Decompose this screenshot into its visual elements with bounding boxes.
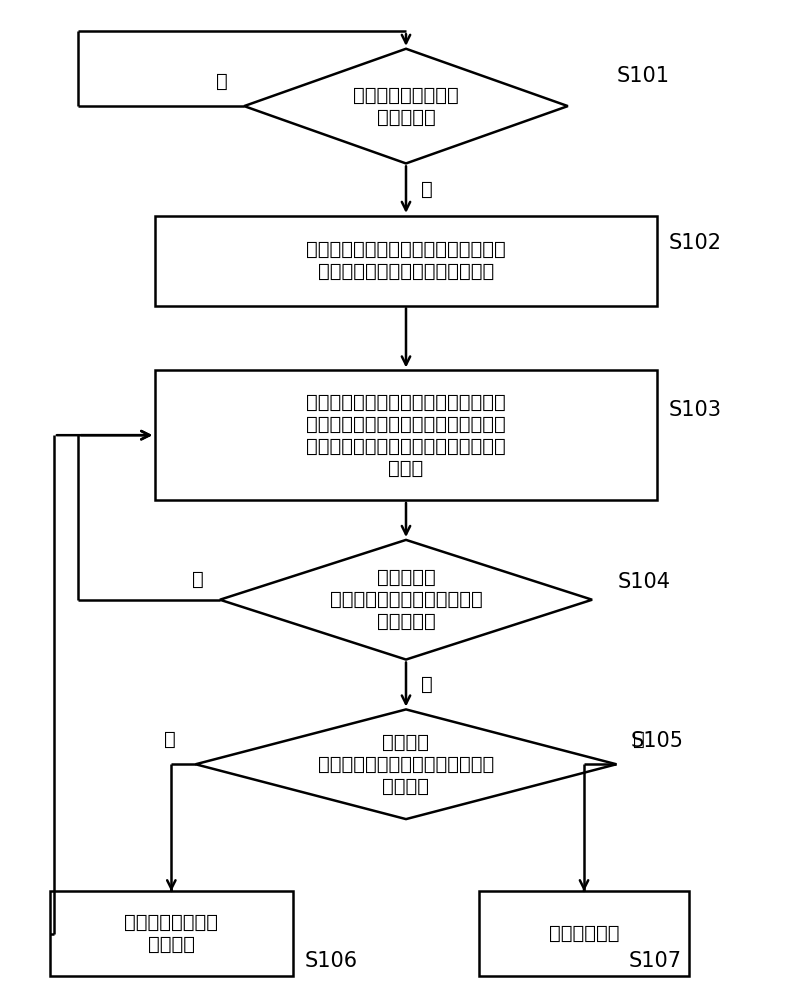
Text: S101: S101 — [616, 66, 668, 86]
Text: S107: S107 — [628, 951, 680, 971]
Polygon shape — [195, 709, 616, 819]
Text: S103: S103 — [668, 400, 721, 420]
Text: 否: 否 — [216, 72, 228, 91]
Text: 否: 否 — [191, 570, 204, 589]
Text: 检测用户在三维图形的当前显示面上的
滑动操作，按照滑动操作执行顺序识别
出用户滑动经过的对应于当前显示面的
解锁点: 检测用户在三维图形的当前显示面上的 滑动操作，按照滑动操作执行顺序识别 出用户滑… — [306, 393, 505, 478]
FancyBboxPatch shape — [50, 891, 292, 976]
FancyBboxPatch shape — [155, 216, 656, 306]
Text: 解锁移动终端: 解锁移动终端 — [548, 924, 619, 943]
Text: 否: 否 — [164, 730, 175, 749]
Polygon shape — [244, 49, 567, 163]
FancyBboxPatch shape — [478, 891, 689, 976]
Text: 按照预定规则旋转
三维图形: 按照预定规则旋转 三维图形 — [124, 913, 218, 954]
Text: 是: 是 — [632, 730, 644, 749]
Text: S105: S105 — [630, 731, 683, 751]
Text: 在移动终端的屏幕上显示解锁界面，其
中解锁界面包括可旋转的三维图形: 在移动终端的屏幕上显示解锁界面，其 中解锁界面包括可旋转的三维图形 — [306, 240, 505, 281]
Polygon shape — [220, 540, 591, 660]
Text: S102: S102 — [668, 233, 721, 253]
Text: 检测移动终端的背光
是否被点亮: 检测移动终端的背光 是否被点亮 — [353, 86, 458, 127]
Text: S106: S106 — [304, 951, 358, 971]
Text: 是: 是 — [420, 180, 431, 199]
FancyBboxPatch shape — [155, 370, 656, 500]
Text: S104: S104 — [617, 572, 670, 592]
Text: 判断用户
是否完成对三维图像的各显示面的
滑动操作: 判断用户 是否完成对三维图像的各显示面的 滑动操作 — [317, 733, 494, 796]
Text: 是: 是 — [420, 675, 431, 694]
Text: 判断识别出
的解锁点与预设的三维解锁密
码是否匹配: 判断识别出 的解锁点与预设的三维解锁密 码是否匹配 — [329, 568, 482, 631]
